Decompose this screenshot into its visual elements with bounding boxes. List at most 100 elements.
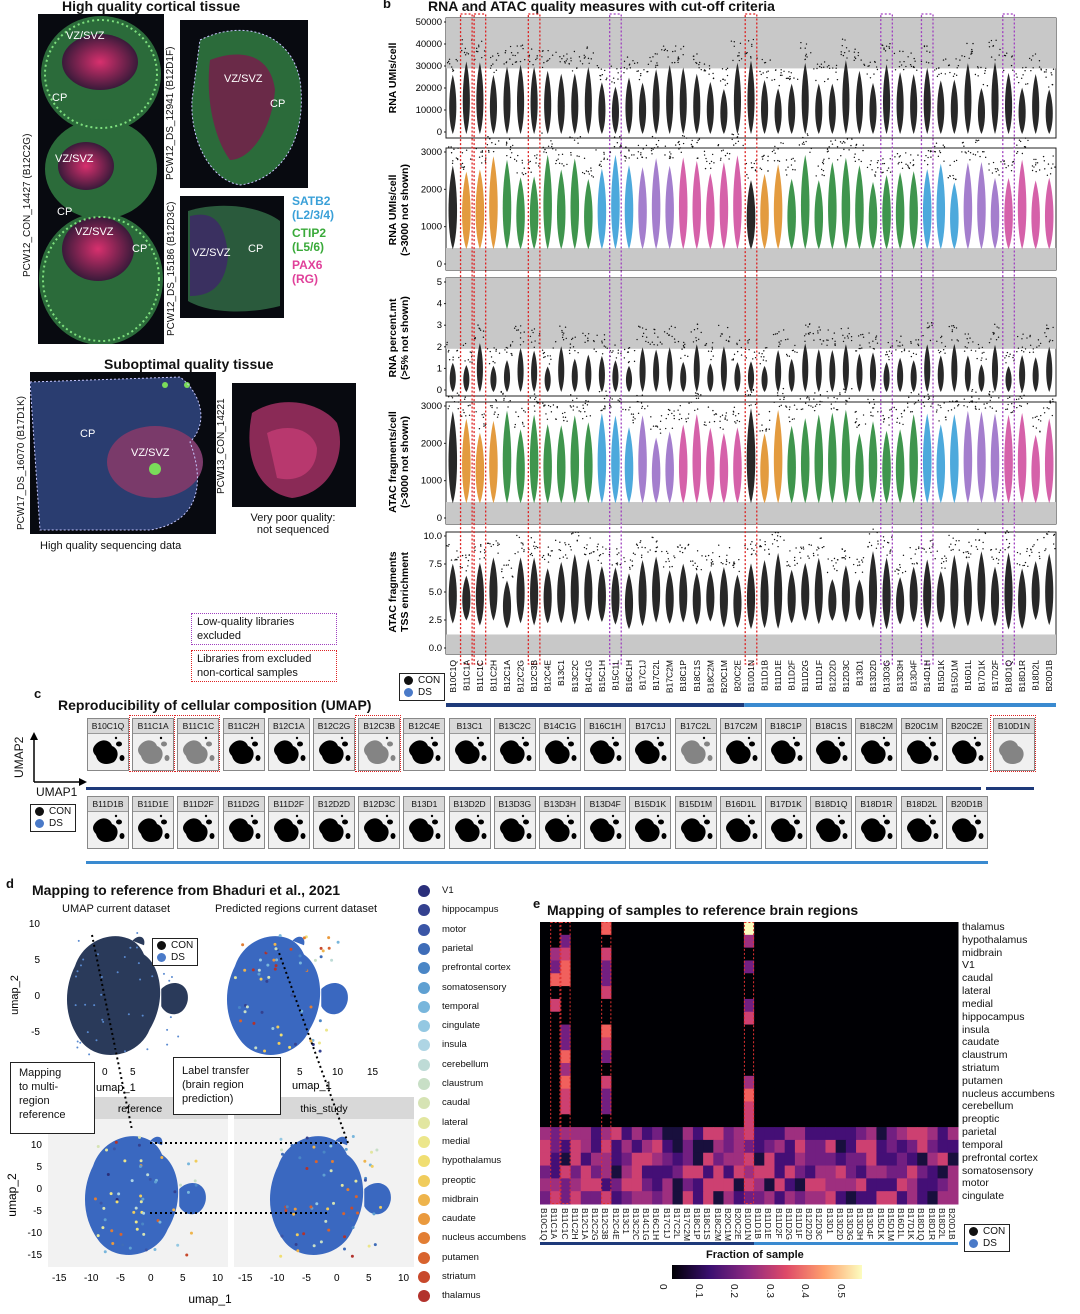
violin-B17D1K [974, 343, 987, 392]
heatmap-row-label: parietal [962, 1126, 997, 1139]
heatmap-cell [560, 1037, 572, 1051]
violin-B17C2L [650, 415, 663, 504]
heatmap-cell [845, 934, 857, 949]
heatmap-cell [672, 934, 684, 949]
heatmap-cell [774, 1191, 786, 1205]
colorbar-tick: 0.3 [763, 1284, 775, 1298]
heatmap-cell [590, 1191, 602, 1205]
region-name: V1 [442, 885, 454, 896]
violin-B11C1A [459, 396, 471, 504]
y-tick-label: 0 [437, 127, 442, 138]
violin-B13D4F [906, 391, 920, 504]
heatmap-cell [631, 1152, 643, 1167]
heatmap-cell [682, 1037, 694, 1051]
xlabel-bottom: umap_1 [188, 1292, 232, 1306]
umap-scatter [273, 814, 306, 842]
heatmap-cell [866, 1088, 877, 1102]
heatmap-cell [876, 973, 888, 987]
violin-B18C2M [704, 342, 714, 392]
heatmap-cell [641, 1075, 653, 1090]
heatmap-cell [927, 998, 939, 1013]
heatmap-col-label: B11C2H [569, 1208, 580, 1240]
heatmap-cell [641, 934, 653, 949]
heatmap-cell [754, 986, 765, 1000]
heatmap-cell [764, 998, 775, 1013]
heatmap-cell [743, 986, 755, 1000]
heatmap-cell [540, 1114, 551, 1128]
region-name: caudate [442, 1213, 476, 1225]
heatmap-cell [560, 1075, 572, 1090]
violin-B12C4E [541, 546, 553, 624]
violin-B14C1G [583, 537, 595, 622]
heatmap-cell [917, 1127, 928, 1141]
heatmap-cell [937, 960, 949, 974]
y-tick-label: 10000 [416, 105, 442, 116]
heatmap-cell [917, 973, 928, 987]
y-tick-label: -10 [28, 1228, 43, 1239]
heatmap-cell [733, 1114, 745, 1128]
heatmap-row-label: temporal [962, 1138, 1003, 1151]
heatmap-cell [621, 1191, 633, 1205]
heatmap-cell [774, 998, 786, 1013]
heatmap-cell [754, 1063, 765, 1077]
violin-B20C2E [731, 133, 744, 250]
heatmap-cell [652, 973, 663, 987]
heatmap-cell [866, 1127, 877, 1141]
heatmap-row-label: hypothalamus [962, 933, 1028, 946]
umap-scatter [861, 814, 893, 842]
heatmap-cell [947, 998, 959, 1013]
umap1-label: UMAP1 [36, 785, 78, 799]
heatmap-cell [866, 1165, 877, 1179]
umap-tile: B12C4E [403, 718, 446, 771]
heatmap-cell [621, 934, 633, 949]
violin-B13C1 [554, 539, 568, 624]
heatmap-cell [886, 1152, 898, 1167]
heatmap-cell [866, 1101, 877, 1115]
heatmap-cell [621, 1063, 633, 1077]
heatmap-cell [601, 1050, 612, 1064]
heatmap-cell [743, 973, 755, 987]
heatmap-cell [641, 1191, 653, 1205]
heatmap-col-label: B11D1B [753, 1208, 764, 1240]
con-bar [540, 1242, 755, 1245]
heatmap-cell [672, 1011, 684, 1026]
umap-tile: B10D1N [993, 718, 1035, 771]
heatmap-cell [682, 922, 694, 936]
umap-scatter [454, 814, 487, 842]
umap-scatter [906, 736, 939, 764]
heatmap-cell [631, 1063, 643, 1077]
heatmap-cell [774, 947, 786, 961]
heatmap-cell [845, 1011, 857, 1026]
umap-scatter [409, 814, 441, 842]
heatmap-cell [580, 1011, 592, 1026]
heatmap-cell [662, 1191, 674, 1205]
violin-B18D1R [1015, 66, 1029, 134]
cp-label-3: CP [132, 243, 148, 255]
heatmap-cell [682, 986, 694, 1000]
heatmap-cell [774, 1165, 786, 1179]
sample-tick-label: B14D1H [922, 660, 932, 692]
heatmap-cell [876, 986, 888, 1000]
heatmap-cell [621, 1152, 633, 1167]
heatmap-cell [713, 1075, 725, 1090]
xlabel-top-left: umap_1 [96, 1082, 136, 1094]
heatmap-cell [805, 998, 816, 1013]
heatmap-cell [784, 1088, 796, 1102]
umap-tile-label: B16C1H [585, 719, 626, 734]
heatmap-col-label: B18D1Q [916, 1208, 927, 1241]
heatmap-cell [713, 1191, 725, 1205]
heatmap-cell [784, 960, 796, 974]
violin-B18C1S [690, 550, 703, 625]
umap-tile: B18C2M [855, 718, 898, 771]
heatmap-cell [896, 1165, 908, 1179]
y-axis-label: ATAC fragments/cell [387, 411, 399, 513]
heatmap-cell [743, 1063, 755, 1077]
heatmap-cell [641, 1152, 653, 1167]
heatmap-cell [825, 1075, 837, 1090]
legend-ds: DS [969, 1238, 1005, 1250]
x-tick-label: 5 [180, 1273, 186, 1284]
heatmap-cell [590, 1165, 602, 1179]
heatmap-cell [540, 1178, 551, 1192]
sample-tick-label: B17C2L [651, 660, 661, 691]
excluded-tile-box [990, 715, 1036, 772]
